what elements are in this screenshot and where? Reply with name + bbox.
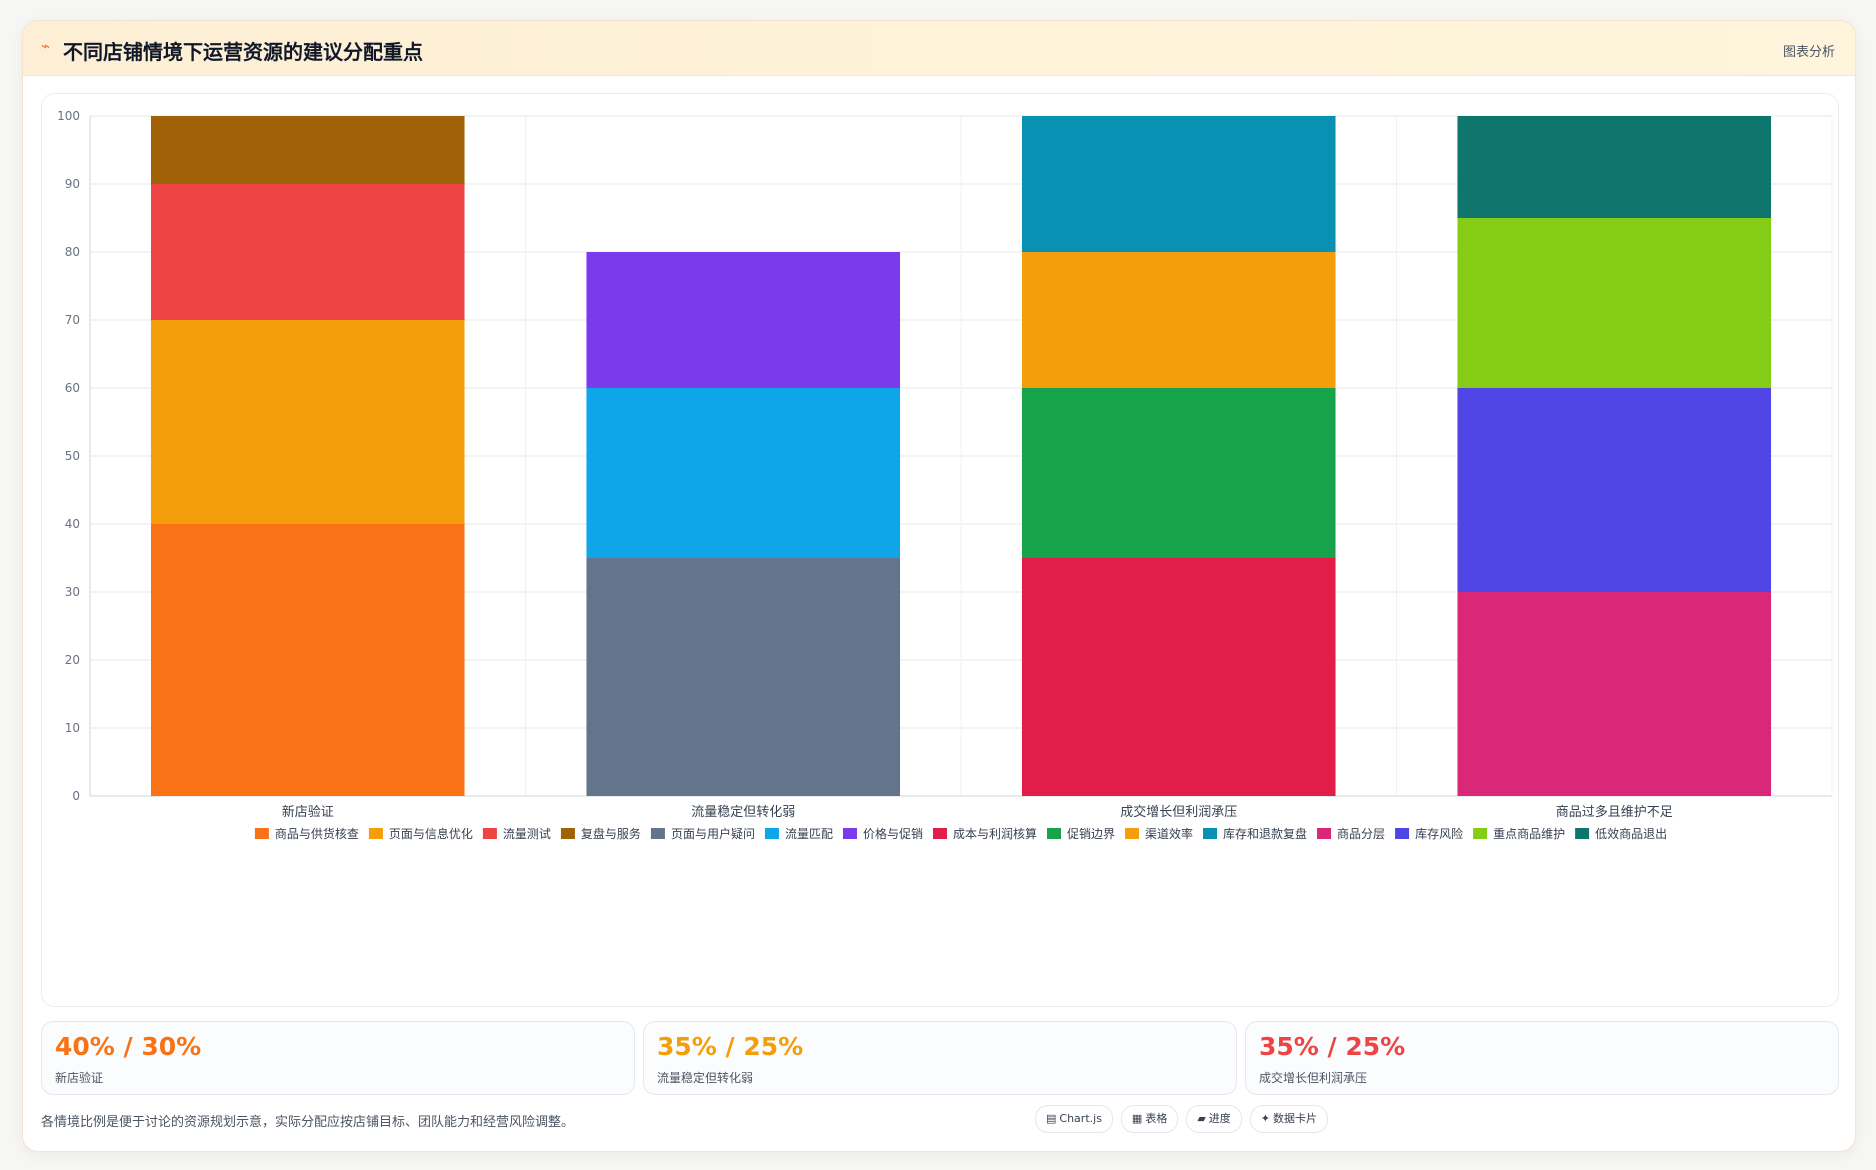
y-tick-label: 30	[65, 585, 80, 599]
y-tick-label: 60	[65, 381, 80, 395]
legend-label: 复盘与服务	[581, 826, 641, 841]
legend-label: 商品分层	[1337, 826, 1385, 841]
x-category-label: 成交增长但利润承压	[1120, 804, 1237, 820]
y-tick-label: 0	[72, 789, 80, 803]
legend-swatch	[1473, 828, 1488, 839]
tag-label: Chart.js	[1059, 1112, 1102, 1125]
bar-segment	[1457, 218, 1772, 388]
legend-label: 库存和退款复盘	[1223, 826, 1307, 841]
legend-swatch	[1395, 828, 1410, 839]
x-category-label: 流量稳定但转化弱	[691, 804, 795, 820]
stat-card-2: 35% / 25% 流量稳定但转化弱	[643, 1021, 1237, 1095]
tag-label: 表格	[1145, 1112, 1168, 1125]
legend-swatch	[368, 828, 383, 839]
tag-progress[interactable]: ▰ 进度	[1186, 1105, 1242, 1133]
legend-label: 价格与促销	[863, 826, 923, 841]
bar-segment	[1457, 116, 1772, 218]
y-tick-label: 10	[65, 721, 80, 735]
legend-swatch	[1125, 828, 1140, 839]
progress-icon: ▰	[1197, 1112, 1206, 1125]
tag-chartjs[interactable]: ▤ Chart.js	[1035, 1105, 1113, 1133]
bar-segment	[1457, 388, 1772, 592]
table-icon: ▦	[1131, 1112, 1143, 1125]
stat-label: 成交增长但利润承压	[1259, 1071, 1368, 1085]
stat-label: 新店验证	[55, 1071, 104, 1085]
y-tick-label: 100	[57, 109, 80, 123]
bar-segment	[586, 252, 901, 388]
x-category-label: 新店验证	[282, 804, 334, 820]
stat-value: 35% / 25%	[1259, 1032, 1406, 1061]
tag-label: 数据卡片	[1273, 1112, 1318, 1125]
bar-segment	[586, 388, 901, 558]
legend-swatch	[1047, 828, 1062, 839]
legend-label: 页面与用户疑问	[671, 826, 755, 841]
legend-swatch	[1203, 828, 1218, 839]
bar-segment	[1021, 116, 1336, 252]
legend-label: 流量测试	[503, 826, 551, 841]
footnote: 各情境比例是便于讨论的资源规划示意，实际分配应按店铺目标、团队能力和经营风险调整…	[41, 1115, 575, 1130]
chart-title: 不同店铺情境下运营资源的建议分配重点	[63, 40, 423, 64]
legend-swatch	[482, 828, 497, 839]
legend-label: 低效商品退出	[1595, 826, 1667, 841]
stat-card-3: 35% / 25% 成交增长但利润承压	[1245, 1021, 1839, 1095]
legend-swatch	[932, 828, 947, 839]
y-tick-label: 90	[65, 177, 80, 191]
y-tick-label: 40	[65, 517, 80, 531]
y-tick-label: 50	[65, 449, 80, 463]
stat-value: 40% / 30%	[55, 1032, 202, 1061]
legend-swatch	[842, 828, 857, 839]
bar-segment	[586, 558, 901, 796]
bar-segment	[150, 116, 465, 184]
legend-label: 成本与利润核算	[953, 826, 1037, 841]
chart-analysis-badge: 图表分析	[1782, 45, 1835, 60]
stat-value: 35% / 25%	[657, 1032, 804, 1061]
tag-data-card[interactable]: ✦ 数据卡片	[1249, 1105, 1329, 1133]
chart-container: 0 10 20 30 40 50 60 70 80 90 100 新店验证 流量稳定但转化弱 成交增长但利…	[41, 93, 1839, 1007]
chart-icon: ▤	[1046, 1112, 1057, 1125]
y-tick-label: 70	[65, 313, 80, 327]
bar-segment	[150, 184, 465, 320]
legend-label: 页面与信息优化	[389, 826, 473, 841]
stat-label: 流量稳定但转化弱	[657, 1071, 754, 1085]
bar-segment	[1021, 252, 1336, 388]
y-tick-label: 80	[65, 245, 80, 259]
legend-label: 商品与供货核查	[275, 826, 359, 841]
legend-label: 渠道效率	[1145, 826, 1193, 841]
line-chart-icon: ⌁	[41, 37, 51, 55]
chart-card: ⌁ 不同店铺情境下运营资源的建议分配重点 图表分析 0 10 20 30 40 50 60 7…	[22, 20, 1856, 1152]
bar-segment	[1021, 558, 1336, 796]
legend-label: 流量匹配	[785, 827, 833, 841]
bar-segment	[1021, 388, 1336, 558]
legend-swatch	[254, 828, 269, 839]
bar-segment	[1457, 592, 1772, 796]
legend-swatch	[1575, 828, 1590, 839]
legend-label: 重点商品维护	[1493, 826, 1565, 841]
bar-segment	[150, 524, 465, 796]
tag-label: 进度	[1208, 1112, 1231, 1125]
bar-segment	[150, 320, 465, 524]
legend-swatch	[1317, 828, 1332, 839]
legend-label: 促销边界	[1067, 827, 1115, 841]
stat-card-1: 40% / 30% 新店验证	[41, 1021, 635, 1095]
legend-swatch	[650, 828, 665, 839]
legend-swatch	[764, 828, 779, 839]
y-tick-label: 20	[65, 653, 80, 667]
sparkle-icon: ✦	[1260, 1112, 1271, 1125]
tag-table[interactable]: ▦ 表格	[1120, 1105, 1179, 1133]
legend-label: 库存风险	[1415, 826, 1463, 841]
legend-swatch	[560, 828, 575, 839]
tag-list: ▤ Chart.js ▦ 表格 ▰ 进度 ✦ 数据卡片	[1035, 1105, 1329, 1133]
card-header: ⌁ 不同店铺情境下运营资源的建议分配重点 图表分析	[23, 21, 1855, 76]
x-category-label: 商品过多且维护不足	[1556, 804, 1673, 820]
stacked-bar-chart: 0 10 20 30 40 50 60 70 80 90 100 新店验证 流量稳定但转化弱 成交增长但利…	[57, 109, 1833, 841]
